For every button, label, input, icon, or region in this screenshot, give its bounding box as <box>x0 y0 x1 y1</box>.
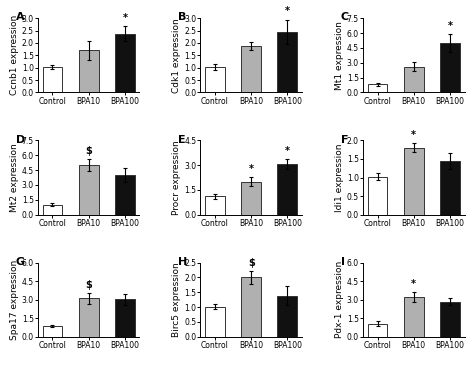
Bar <box>367 85 387 92</box>
Bar <box>241 182 261 214</box>
Bar <box>367 177 387 214</box>
Bar <box>115 299 135 337</box>
Bar <box>440 302 460 337</box>
Bar <box>205 306 225 337</box>
Bar <box>440 43 460 92</box>
Text: *: * <box>249 164 254 174</box>
Bar <box>367 324 387 337</box>
Y-axis label: Ccnb1 expression: Ccnb1 expression <box>10 15 19 96</box>
Text: $: $ <box>248 258 255 268</box>
Text: $: $ <box>85 280 92 290</box>
Text: H: H <box>178 257 187 267</box>
Text: G: G <box>16 257 25 267</box>
Text: C: C <box>341 12 349 22</box>
Y-axis label: Idi1 expression: Idi1 expression <box>335 143 344 212</box>
Y-axis label: Pdx-1 expression: Pdx-1 expression <box>335 261 344 338</box>
Bar <box>404 297 424 337</box>
Text: I: I <box>341 257 345 267</box>
Text: *: * <box>411 279 416 289</box>
Y-axis label: Cdk1 expression: Cdk1 expression <box>173 18 182 93</box>
Text: B: B <box>178 12 186 22</box>
Text: *: * <box>447 21 453 31</box>
Bar <box>79 298 99 337</box>
Bar <box>404 148 424 214</box>
Bar <box>277 164 297 214</box>
Y-axis label: Mt1 expression: Mt1 expression <box>335 21 344 90</box>
Y-axis label: Spa17 expression: Spa17 expression <box>10 259 19 340</box>
Bar <box>404 67 424 92</box>
Text: E: E <box>178 135 186 145</box>
Y-axis label: Mt2 expression: Mt2 expression <box>10 143 19 212</box>
Bar <box>79 165 99 214</box>
Text: *: * <box>285 6 290 16</box>
Text: *: * <box>411 130 416 140</box>
Bar <box>241 46 261 92</box>
Bar <box>440 161 460 214</box>
Text: *: * <box>122 13 128 23</box>
Text: F: F <box>341 135 348 145</box>
Text: $: $ <box>85 146 92 156</box>
Bar <box>43 326 63 337</box>
Bar <box>277 296 297 337</box>
Y-axis label: Birc5 expression: Birc5 expression <box>173 262 182 337</box>
Bar <box>205 197 225 214</box>
Y-axis label: Procr expression: Procr expression <box>173 140 182 215</box>
Text: D: D <box>16 135 25 145</box>
Bar <box>115 175 135 214</box>
Bar <box>43 205 63 214</box>
Text: A: A <box>16 12 24 22</box>
Text: *: * <box>285 146 290 156</box>
Bar <box>79 51 99 92</box>
Bar <box>277 32 297 92</box>
Bar <box>205 67 225 92</box>
Bar <box>115 34 135 92</box>
Bar <box>43 67 63 92</box>
Bar <box>241 277 261 337</box>
